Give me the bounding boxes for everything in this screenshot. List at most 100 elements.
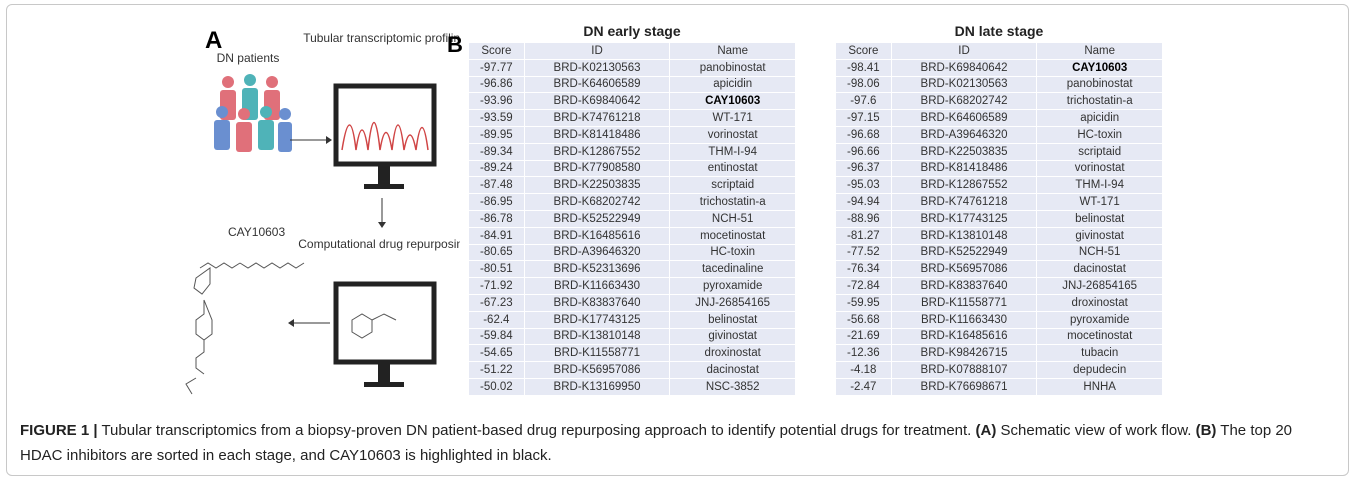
data-table: DN early stageScoreIDName-97.77BRD-K0213… (468, 20, 796, 396)
table-title: DN late stage (835, 20, 1163, 42)
header-cell: Name (1037, 43, 1163, 60)
table-cell: BRD-K13810148 (891, 227, 1037, 244)
table-cell: BRD-K56957086 (891, 261, 1037, 278)
table-cell: BRD-K11558771 (524, 345, 670, 362)
header-cell: Score (836, 43, 892, 60)
table-cell: -77.52 (836, 244, 892, 261)
table-cell: NCH-51 (670, 210, 796, 227)
table-cell: depudecin (1037, 362, 1163, 379)
monitor-icon (336, 86, 434, 189)
table-row: -12.36BRD-K98426715tubacin (836, 345, 1163, 362)
table-title: DN early stage (468, 20, 796, 42)
table-cell: WT-171 (670, 110, 796, 127)
table-row: -97.77BRD-K02130563panobinostat (469, 59, 796, 76)
table-cell: -51.22 (469, 362, 525, 379)
table-cell: -56.68 (836, 311, 892, 328)
table-cell: -96.86 (469, 76, 525, 93)
table-cell: BRD-K02130563 (891, 76, 1037, 93)
table-cell: BRD-K68202742 (524, 194, 670, 211)
table-cell: belinostat (670, 311, 796, 328)
table-cell: tubacin (1037, 345, 1163, 362)
table-cell: vorinostat (1037, 160, 1163, 177)
table-cell: entinostat (670, 160, 796, 177)
table-cell: -21.69 (836, 328, 892, 345)
table-cell: -93.96 (469, 93, 525, 110)
table-cell: -84.91 (469, 227, 525, 244)
table-cell: -76.34 (836, 261, 892, 278)
table-cell: BRD-K77908580 (524, 160, 670, 177)
table-row: -94.94BRD-K74761218WT-171 (836, 194, 1163, 211)
table-cell: -97.6 (836, 93, 892, 110)
table-row: -86.78BRD-K52522949NCH-51 (469, 210, 796, 227)
table-cell: panobinostat (670, 59, 796, 76)
table-cell: givinostat (670, 328, 796, 345)
step-label: DN patients (217, 51, 280, 65)
table-cell: BRD-K11558771 (891, 294, 1037, 311)
table-cell: -89.95 (469, 126, 525, 143)
table-cell: mocetinostat (670, 227, 796, 244)
table-cell: -88.96 (836, 210, 892, 227)
table-cell: -62.4 (469, 311, 525, 328)
table-cell: pyroxamide (670, 278, 796, 295)
table-row: -97.6BRD-K68202742trichostatin-a (836, 93, 1163, 110)
table-cell: BRD-K22503835 (891, 143, 1037, 160)
table-cell: -80.65 (469, 244, 525, 261)
table-cell: BRD-K69840642 (891, 59, 1037, 76)
table-cell: droxinostat (1037, 294, 1163, 311)
arrow-head (288, 319, 294, 327)
table-cell: BRD-K81418486 (524, 126, 670, 143)
table-cell: BRD-K74761218 (524, 110, 670, 127)
header-cell: Name (670, 43, 796, 60)
table-cell: -96.37 (836, 160, 892, 177)
table-cell: -96.68 (836, 126, 892, 143)
table-cell: -97.15 (836, 110, 892, 127)
table-cell: BRD-K64606589 (524, 76, 670, 93)
table-cell: -59.84 (469, 328, 525, 345)
table-cell: BRD-K12867552 (524, 143, 670, 160)
table-cell: -87.48 (469, 177, 525, 194)
table-cell: belinostat (1037, 210, 1163, 227)
table-cell: HC-toxin (670, 244, 796, 261)
table-cell: BRD-K83837640 (891, 278, 1037, 295)
table-row: -59.84BRD-K13810148givinostat (469, 328, 796, 345)
table-cell: -72.84 (836, 278, 892, 295)
table-cell: tacedinaline (670, 261, 796, 278)
table-cell: CAY10603 (670, 93, 796, 110)
caption-text: Schematic view of work flow. (996, 422, 1195, 439)
table-row: -96.37BRD-K81418486vorinostat (836, 160, 1163, 177)
panel-label: A (205, 27, 222, 54)
table-cell: BRD-K64606589 (891, 110, 1037, 127)
table-row: -2.47BRD-K76698671HNHA (836, 378, 1163, 395)
table-cell: JNJ-26854165 (670, 294, 796, 311)
table-cell: BRD-K16485616 (524, 227, 670, 244)
caption-text: Tubular transcriptomics from a biopsy-pr… (98, 422, 976, 439)
table-cell: apicidin (670, 76, 796, 93)
table-cell: -81.27 (836, 227, 892, 244)
panel-a: A DN patients Tubular transcriptomic pro… (0, 0, 460, 410)
table-cell: -93.59 (469, 110, 525, 127)
table-cell: BRD-A39646320 (891, 126, 1037, 143)
table-grid: ScoreIDName-97.77BRD-K02130563panobinost… (468, 42, 796, 396)
table-cell: trichostatin-a (1037, 93, 1163, 110)
table-cell: THM-I-94 (1037, 177, 1163, 194)
table-row: -51.22BRD-K56957086dacinostat (469, 362, 796, 379)
table-cell: scriptaid (670, 177, 796, 194)
table-cell: BRD-K11663430 (524, 278, 670, 295)
molecule-sketch (186, 263, 304, 394)
table-cell: -94.94 (836, 194, 892, 211)
table-row: -93.96BRD-K69840642CAY10603 (469, 93, 796, 110)
table-cell: -98.06 (836, 76, 892, 93)
table-cell: BRD-K22503835 (524, 177, 670, 194)
arrow-head (326, 136, 332, 144)
table-cell: -4.18 (836, 362, 892, 379)
table-cell: -86.95 (469, 194, 525, 211)
